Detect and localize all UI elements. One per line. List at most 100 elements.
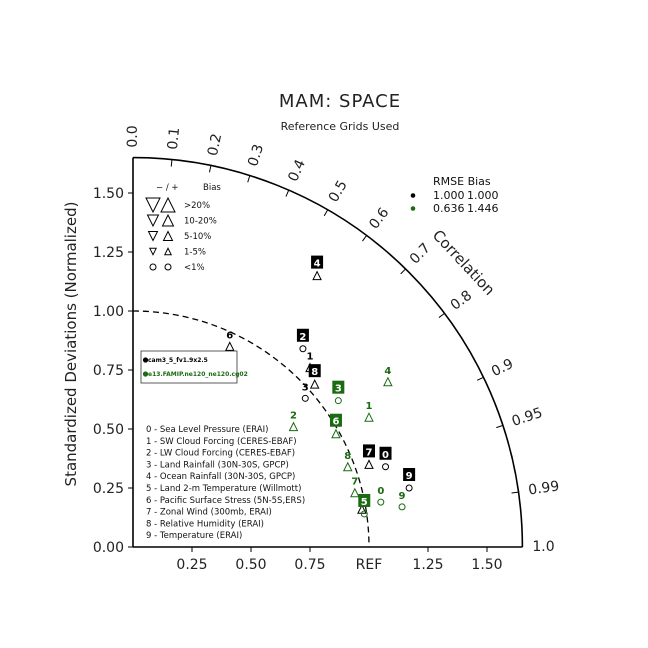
data-label: 8 (311, 367, 318, 378)
bias-circle-icon (398, 503, 406, 511)
correlation-tick-label: 0.5 (326, 178, 351, 205)
data-label: 6 (226, 330, 233, 341)
variable-legend-entry: 6 - Pacific Surface Stress (5N-5S,ERS) (146, 496, 305, 506)
data-label: 1 (307, 352, 314, 363)
correlation-tick-mark (285, 189, 290, 197)
y-tick-label: 0.75 (93, 363, 124, 379)
data-label: 0 (377, 486, 384, 497)
bias-up-triangle-icon (383, 376, 393, 387)
bias-circle-icon (382, 463, 390, 471)
data-label-background (403, 468, 416, 481)
variable-legend-entry: 5 - Land 2-m Temperature (Willmott) (146, 484, 301, 494)
data-label-background (311, 255, 324, 269)
correlation-tick-mark (476, 376, 484, 381)
rmse-row-dot-icon (410, 206, 416, 211)
data-label: 6 (332, 417, 339, 428)
bias-key-label: 10-20% (184, 217, 217, 227)
bias-circle-icon (299, 345, 307, 353)
case-legend-dot-icon (142, 357, 149, 363)
correlation-tick-mark (323, 209, 329, 217)
bias-key-down-triangle-icon (146, 214, 160, 228)
data-label: 3 (302, 382, 309, 393)
bias-key-label: >20% (184, 201, 210, 211)
bias-key-circle-icon (164, 263, 172, 271)
bias-up-triangle-icon (364, 459, 374, 469)
variable-legend-entry: 2 - LW Cloud Forcing (CERES-EBAF) (146, 449, 295, 459)
correlation-tick-mark (170, 159, 173, 167)
x-tick-label: 1.50 (471, 557, 502, 573)
y-axis-ticks: 0.00 0.25 0.50 0.75 1.00 1.25 1.50 (93, 186, 133, 556)
data-points: 01234567890123456789 (224, 255, 416, 518)
variable-legend-entry: 7 - Zonal Wind (300mb, ERAI) (146, 508, 272, 518)
data-label-background (308, 364, 321, 378)
variable-legend-entry: 0 - Sea Level Pressure (ERAI) (146, 425, 268, 435)
bias-value: 1.446 (467, 202, 499, 215)
correlation-tick-mark (438, 312, 445, 318)
correlation-tick-label: 0.95 (510, 405, 545, 430)
bias-up-triangle-icon (364, 412, 374, 422)
plot-axes (132, 156, 524, 548)
data-label-background (329, 413, 342, 427)
correlation-tick-mark (496, 424, 504, 429)
bias-key-down-triangle-icon (145, 197, 161, 214)
data-label: 7 (366, 447, 373, 458)
data-label: 9 (399, 491, 406, 502)
bias-up-triangle-icon (350, 487, 360, 498)
correlation-tick-mark (362, 235, 368, 242)
correlation-tick-label: 1.0 (532, 539, 554, 555)
bias-circle-icon (405, 484, 413, 492)
data-label: 1 (366, 401, 373, 412)
bias-up-triangle-icon (224, 341, 235, 351)
data-label: 7 (351, 477, 358, 488)
data-label-background (379, 446, 392, 460)
bias-key-down-triangle-icon (148, 247, 158, 256)
chart-subtitle: Reference Grids Used (281, 120, 400, 133)
bias-key-down-triangle-icon (147, 231, 159, 242)
x-axis-ticks: 0.25 0.50 0.75 1.25 1.50 (176, 547, 503, 573)
bias-key-signs: − / + (156, 183, 179, 193)
data-label: 2 (290, 411, 297, 422)
case-legend-dot-icon (142, 371, 149, 377)
bias-key-up-triangle-icon (162, 230, 174, 241)
correlation-tick-mark (400, 268, 406, 275)
x-tick-label: 1.25 (412, 557, 443, 573)
bias-circle-icon (360, 510, 368, 518)
bias-key-up-triangle-icon (160, 196, 176, 213)
variable-legend: 0 - Sea Level Pressure (ERAI) 1 - SW Clou… (146, 425, 305, 541)
bias-key-label: 5-10% (184, 232, 211, 242)
bias-key-title: Bias (203, 183, 221, 193)
y-tick-label: 0.50 (93, 422, 124, 438)
bias-up-triangle-icon (357, 504, 367, 514)
data-label: 2 (299, 332, 306, 343)
chart-title: MAM: SPACE (279, 91, 401, 112)
x-tick-label: 0.25 (176, 557, 207, 573)
data-label: 4 (314, 259, 321, 270)
data-label: 0 (382, 450, 389, 461)
correlation-tick-label: 0.4 (285, 157, 309, 184)
data-label-background (332, 380, 345, 394)
correlation-tick-mark (208, 165, 212, 173)
x-tick-label: 0.75 (294, 557, 325, 573)
y-axis-label: Standardized Deviations (Normalized) (62, 202, 80, 487)
correlation-tick-label: 0.1 (165, 127, 183, 151)
variable-legend-entry: 4 - Ocean Rainfall (30N-30S, GPCP) (146, 472, 295, 482)
y-tick-label: 1.25 (93, 245, 124, 261)
correlation-tick-label: 0.99 (527, 478, 560, 498)
data-label-background (296, 328, 309, 342)
rmse-bias-header: RMSE Bias (433, 175, 491, 188)
case-legend: cam3_5_fv1.9x2.5 e13.FAMIP.ne120_ne120.cg… (140, 350, 248, 384)
ref-label: REF (356, 557, 383, 573)
bias-key-up-triangle-icon (163, 247, 173, 256)
bias-key: − / + Bias >20% 10-20% 5-10% 1-5% <1% (145, 183, 221, 273)
correlation-tick-label: 0.9 (489, 356, 516, 380)
data-label: 8 (344, 451, 351, 462)
bias-circle-icon (301, 394, 309, 402)
y-tick-label: 0.25 (93, 481, 124, 497)
variable-legend-entry: 9 - Temperature (ERAI) (146, 531, 242, 541)
bias-key-label: 1-5% (184, 248, 206, 258)
bias-up-triangle-icon (312, 270, 322, 281)
bias-up-triangle-icon (331, 428, 341, 439)
rmse-value: 0.636 (433, 202, 465, 215)
case-legend-box (140, 350, 238, 384)
